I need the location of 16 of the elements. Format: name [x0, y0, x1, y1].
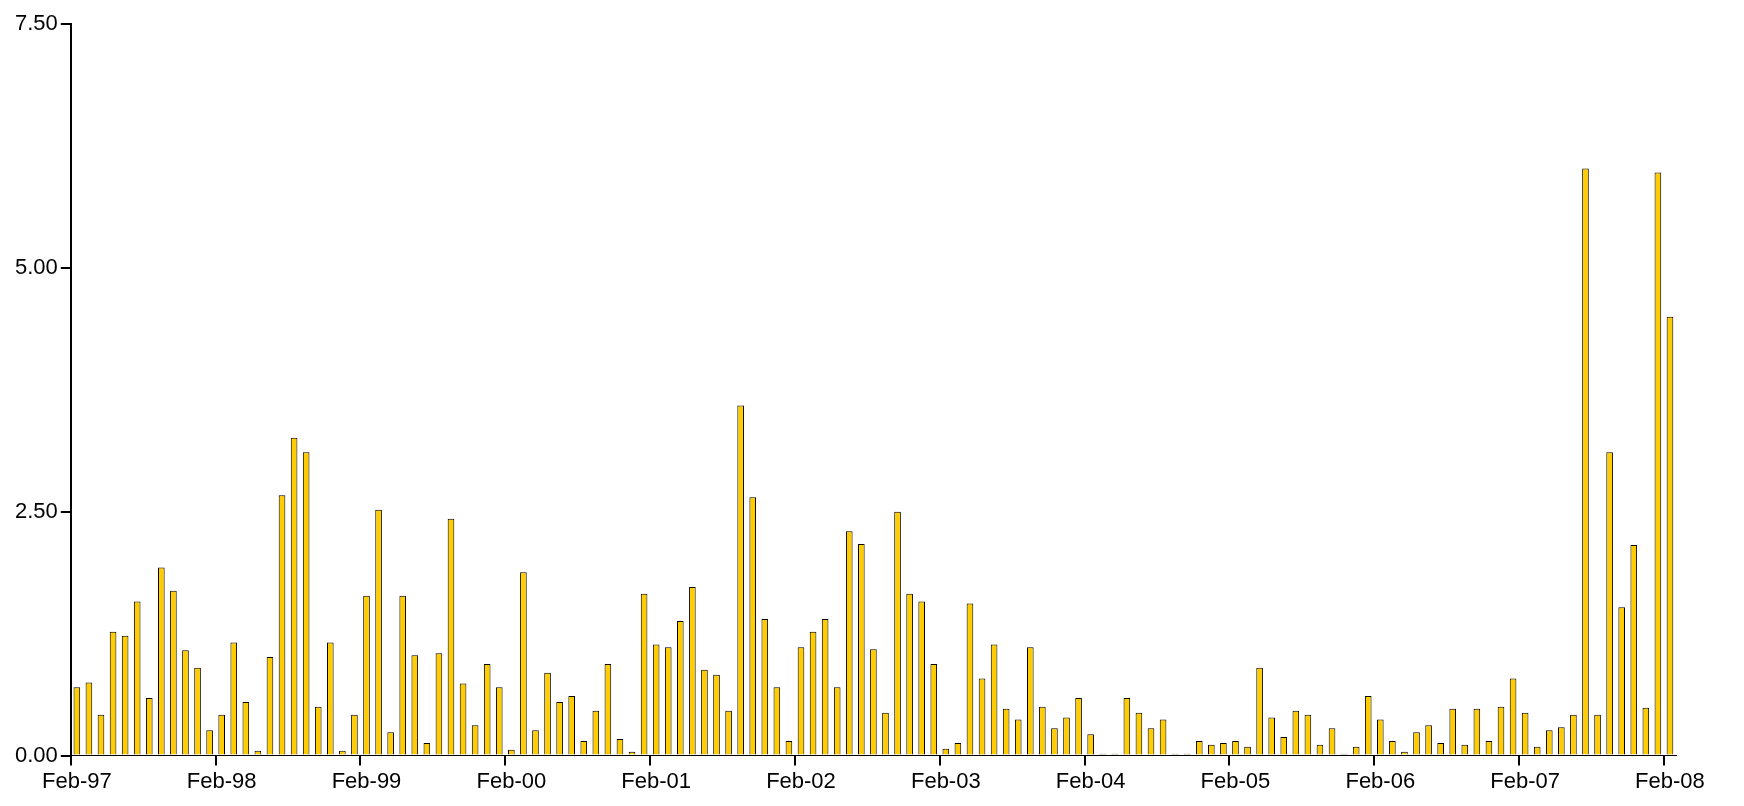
x-tick-label: Feb-00 [476, 767, 547, 793]
x-tick-label: Feb-01 [621, 767, 692, 793]
x-tick-label: Feb-99 [331, 767, 402, 793]
x-tick-label: Feb-08 [1635, 767, 1705, 793]
x-tick-label: Feb-04 [1055, 767, 1126, 793]
x-tick-label: Feb-05 [1200, 767, 1271, 793]
y-tick-label: 2.50 [14, 497, 58, 523]
x-tick-label: Feb-03 [910, 767, 981, 793]
x-tick-label: Feb-98 [186, 767, 257, 793]
x-tick-label: Feb-06 [1345, 767, 1416, 793]
x-tick-label: Feb-07 [1490, 767, 1560, 793]
x-tick-label: Feb-97 [41, 767, 112, 793]
x-tick-label: Feb-02 [766, 767, 836, 793]
y-tick-label: 7.50 [14, 10, 58, 36]
y-tick-label: 5.00 [14, 254, 58, 280]
y-tick-label: 0.00 [14, 741, 58, 767]
